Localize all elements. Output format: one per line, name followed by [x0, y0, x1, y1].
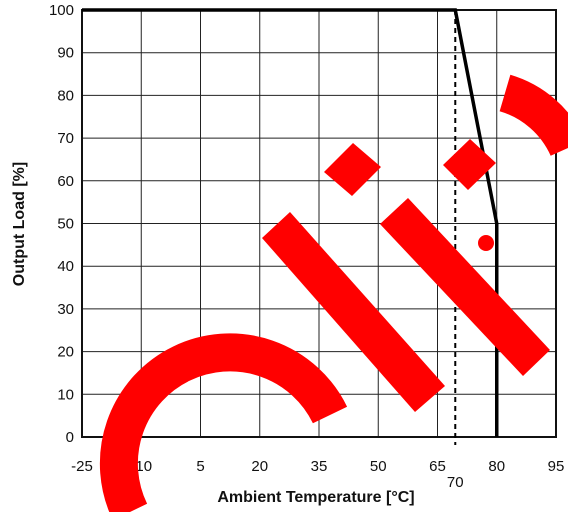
- x-tick-label: 35: [311, 458, 328, 475]
- watermark-stroke: [443, 139, 496, 190]
- y-tick-label: 100: [49, 2, 74, 19]
- y-tick-labels: 0 10 20 30 40 50 60 70 80 90 100: [49, 2, 74, 446]
- threshold-label: 70: [447, 474, 464, 491]
- y-tick-label: 10: [57, 386, 74, 403]
- watermark-stroke: [478, 235, 494, 251]
- x-tick-label: 5: [196, 458, 204, 475]
- y-tick-label: 50: [57, 216, 74, 233]
- watermark-logo: [99, 74, 568, 512]
- y-tick-label: 70: [57, 130, 74, 147]
- x-tick-label: 95: [548, 458, 565, 475]
- watermark-stroke: [262, 212, 445, 412]
- y-tick-label: 20: [57, 344, 74, 361]
- x-tick-labels: -25 -10 5 20 35 50 65 80 95: [71, 458, 564, 475]
- x-axis-title: Ambient Temperature [°C]: [217, 489, 414, 506]
- y-tick-label: 30: [57, 301, 74, 318]
- watermark-stroke: [324, 143, 381, 196]
- x-tick-label: -25: [71, 458, 93, 475]
- y-tick-label: 60: [57, 173, 74, 190]
- x-tick-label: 20: [251, 458, 268, 475]
- x-tick-label: 80: [488, 458, 505, 475]
- annotation-layer: 70: [447, 10, 464, 491]
- watermark-stroke: [380, 198, 550, 376]
- watermark-stroke: [99, 333, 348, 512]
- y-tick-label: 80: [57, 87, 74, 104]
- x-tick-label: 65: [429, 458, 446, 475]
- y-tick-label: 0: [66, 429, 74, 446]
- y-tick-label: 40: [57, 258, 74, 275]
- y-axis-title: Output Load [%]: [11, 162, 28, 286]
- x-tick-label: 50: [370, 458, 387, 475]
- y-tick-label: 90: [57, 45, 74, 62]
- watermark-stroke: [498, 74, 568, 157]
